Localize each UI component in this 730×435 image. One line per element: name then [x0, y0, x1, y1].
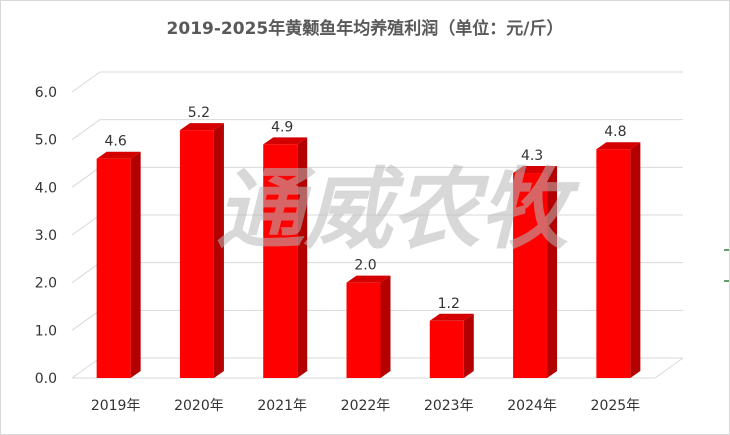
x-tick-label: 2021年 — [257, 398, 307, 414]
bar-top — [346, 275, 391, 283]
gridline-diagonal — [71, 119, 101, 141]
chart-title: 2019-2025年黄颡鱼年均养殖利润（单位：元/斤） — [167, 18, 564, 39]
bar-top — [96, 151, 141, 159]
x-tick-label: 2022年 — [341, 398, 391, 414]
y-tick-label: 0.0 — [35, 371, 57, 387]
bar — [429, 320, 464, 378]
data-label: 5.2 — [188, 105, 210, 121]
gridline-diagonal — [71, 166, 101, 188]
data-label: 4.8 — [604, 124, 626, 140]
data-label: 4.3 — [521, 148, 543, 164]
bar — [346, 282, 381, 378]
x-tick-label: 2023年 — [424, 398, 474, 414]
bars — [96, 123, 641, 378]
x-tick-label: 2024年 — [507, 398, 557, 414]
y-axis-ticks: 0.0 1.0 2.0 3.0 4.0 5.0 6.0 — [35, 85, 57, 387]
bar-side — [297, 137, 308, 378]
bar-side — [630, 142, 641, 378]
bar — [179, 130, 214, 378]
x-tick-label: 2020年 — [174, 398, 224, 414]
bar-side — [130, 151, 141, 378]
bar — [596, 149, 631, 378]
bar-top — [596, 142, 641, 150]
bar — [263, 144, 298, 378]
data-label: 4.6 — [105, 134, 127, 150]
gridline-diagonal — [71, 357, 101, 379]
data-labels: 4.6 5.2 4.9 2.0 1.2 4.3 4.8 — [105, 105, 627, 312]
bar-top — [263, 137, 308, 145]
gridline-diagonal — [71, 262, 101, 284]
bar-side — [463, 313, 474, 378]
y-tick-label: 5.0 — [35, 133, 57, 149]
data-label: 1.2 — [438, 296, 460, 312]
bar-side — [213, 123, 224, 378]
watermark: 通威农牧 — [216, 158, 580, 261]
bar-side — [547, 166, 558, 378]
data-label: 4.9 — [271, 119, 293, 135]
bar — [513, 173, 548, 378]
x-axis-line-diagonal — [654, 357, 684, 379]
x-tick-label: 2019年 — [91, 398, 141, 414]
bar-top — [179, 123, 224, 131]
y-tick-label: 1.0 — [35, 323, 57, 339]
x-axis-labels: 2019年 2020年 2021年 2022年 2023年 2024年 2025年 — [91, 398, 640, 414]
bar-top — [429, 313, 474, 321]
y-tick-label: 2.0 — [35, 276, 57, 292]
x-tick-label: 2025年 — [591, 398, 641, 414]
gridline-diagonal — [71, 71, 101, 93]
data-label: 2.0 — [354, 258, 376, 274]
y-tick-label: 3.0 — [35, 228, 57, 244]
bar — [96, 158, 131, 378]
gridline-diagonal — [71, 214, 101, 236]
bar-side — [380, 275, 391, 378]
y-tick-label: 4.0 — [35, 180, 57, 196]
bar-top — [513, 166, 558, 174]
y-tick-label: 6.0 — [35, 85, 57, 101]
gridline-diagonal — [71, 309, 101, 331]
